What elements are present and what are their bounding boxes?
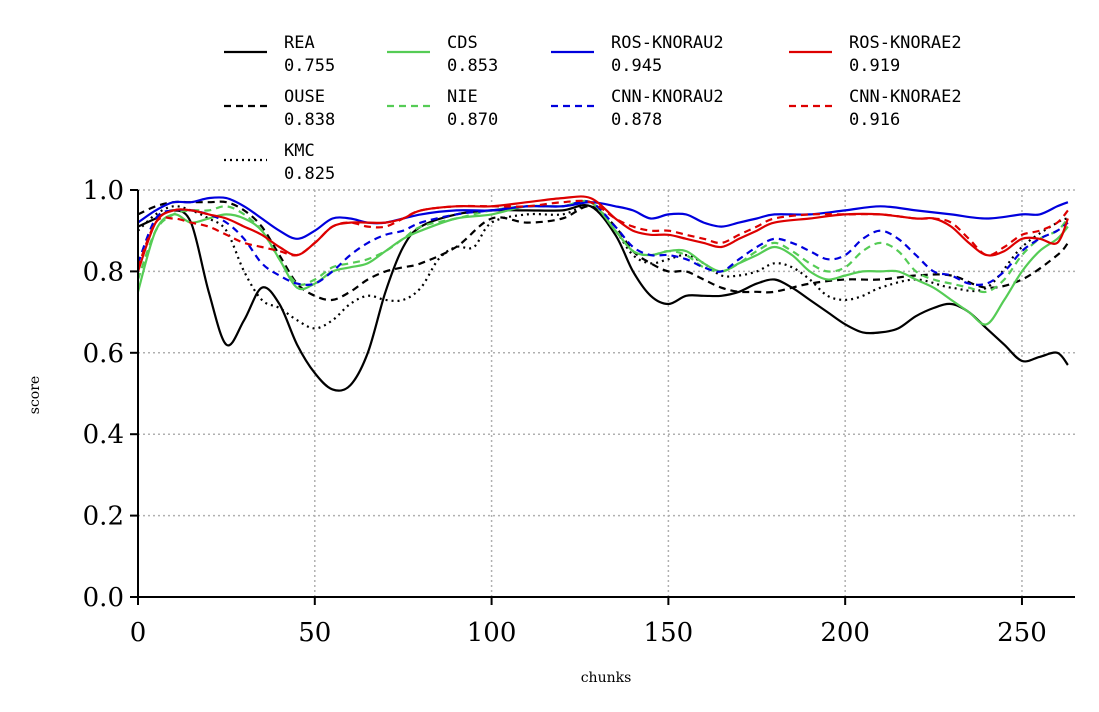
- ticks: 0 50 100 150 200 250 0.0 0.2 0.4 0.6 0.8 1.0: [83, 176, 1047, 648]
- series-line-ros-knorae2: [136, 195, 1069, 272]
- series-line-cnn-knorae2: [136, 199, 1069, 268]
- legend-label-cnn-knorae2: CNN-KNORAE2: [849, 87, 962, 107]
- legend-score-kmc: 0.825: [284, 164, 335, 184]
- y-tick-label: 1.0: [83, 176, 124, 206]
- legend-score-cnn-knorae2: 0.916: [849, 110, 900, 130]
- x-tick-label: 0: [130, 618, 147, 648]
- legend-score-cnn-knorau2: 0.878: [611, 110, 662, 130]
- y-tick-label: 0.4: [83, 420, 124, 450]
- x-tick-label: 250: [997, 618, 1047, 648]
- legend-score-cds: 0.853: [447, 56, 498, 76]
- legend-score-rea: 0.755: [284, 56, 335, 76]
- legend-label-cds: CDS: [447, 33, 478, 53]
- legend-label-kmc: KMC: [284, 141, 315, 161]
- x-tick-label: 150: [644, 618, 694, 648]
- legend-score-ouse: 0.838: [284, 110, 335, 130]
- grid: [138, 189, 1075, 597]
- y-tick-label: 0.8: [83, 257, 124, 287]
- legend-score-nie: 0.870: [447, 110, 498, 130]
- legend-label-nie: NIE: [447, 87, 478, 107]
- legend-score-ros-knorau2: 0.945: [611, 56, 662, 76]
- legend: REA 0.755 OUSE 0.838 KMC 0.825 CDS 0.853 NIE 0.87…: [224, 33, 962, 184]
- y-axis-label: score: [27, 376, 43, 414]
- x-tick-label: 200: [820, 618, 870, 648]
- series-lines: [136, 195, 1069, 392]
- legend-label-ros-knorae2: ROS-KNORAE2: [849, 33, 962, 53]
- legend-label-ouse: OUSE: [284, 87, 325, 107]
- series-line-ouse: [137, 200, 1069, 302]
- series-line-nie: [136, 199, 1069, 294]
- x-tick-label: 50: [298, 618, 331, 648]
- x-tick-label: 100: [467, 618, 517, 648]
- legend-label-rea: REA: [284, 33, 315, 53]
- x-axis-label: chunks: [581, 670, 632, 686]
- legend-label-cnn-knorau2: CNN-KNORAU2: [611, 87, 724, 107]
- y-tick-label: 0.0: [83, 583, 124, 613]
- axes: [137, 190, 1075, 598]
- y-tick-label: 0.6: [83, 339, 124, 369]
- legend-score-ros-knorae2: 0.919: [849, 56, 900, 76]
- series-line-cnn-knorau2: [136, 200, 1069, 286]
- series-line-rea: [137, 204, 1069, 392]
- y-tick-label: 0.2: [83, 502, 124, 532]
- legend-label-ros-knorau2: ROS-KNORAU2: [611, 33, 724, 53]
